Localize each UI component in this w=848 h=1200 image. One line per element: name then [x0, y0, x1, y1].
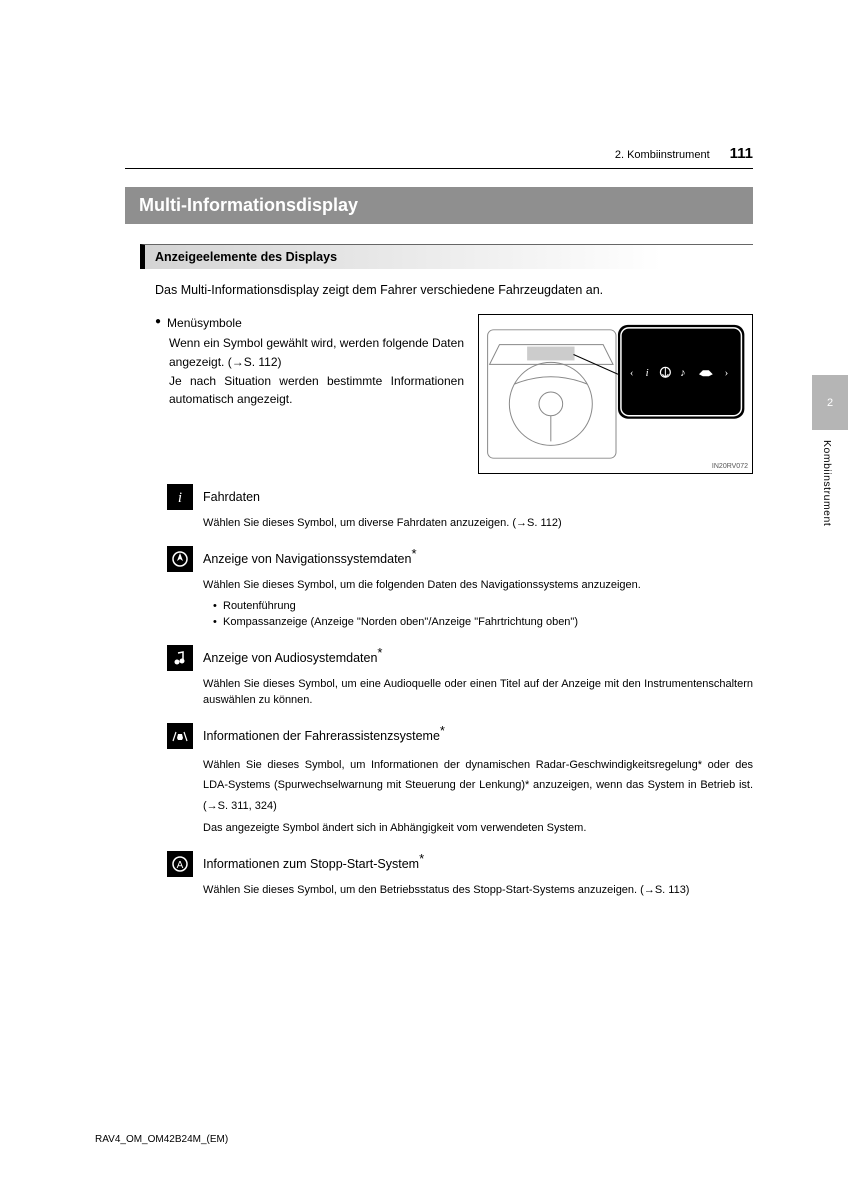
svg-text:›: ›	[725, 367, 729, 379]
header-section-label: 2. Kombiinstrument	[615, 149, 710, 161]
desc-text: Wählen Sie dieses Symbol, um diverse Fah…	[203, 516, 753, 532]
item-title: Informationen zum Stopp-Start-System*	[203, 857, 424, 871]
sublist-item: Routenführung	[213, 598, 753, 615]
item-desc: Wählen Sie dieses Symbol, um die folgend…	[203, 578, 753, 631]
desc-text: Wählen Sie dieses Symbol, um die folgend…	[203, 578, 753, 594]
item-desc: Wählen Sie dieses Symbol, um den Betrieb…	[203, 883, 753, 899]
page-header: 2. Kombiinstrument 111	[125, 145, 753, 169]
footnote-star: *	[419, 851, 424, 866]
footnote-star: *	[411, 546, 416, 561]
chapter-label: Kombiinstrument	[821, 440, 833, 526]
title-text: Anzeige von Navigationssystemdaten	[203, 552, 411, 566]
item-fahrdaten: i Fahrdaten Wählen Sie dieses Symbol, um…	[167, 484, 753, 532]
dashboard-figure: ‹ i ♪ › IN20RV072	[478, 314, 753, 474]
title-text: Informationen zum Stopp-Start-System	[203, 857, 419, 871]
bullet-icon: ●	[155, 314, 161, 333]
menu-label: Menüsymbole	[167, 314, 242, 333]
item-desc: Wählen Sie dieses Symbol, um eine Audioq…	[203, 677, 753, 709]
item-stopstart: A Informationen zum Stopp-Start-System* …	[167, 851, 753, 899]
menu-para-2: Je nach Situation werden bestimmte Infor…	[169, 372, 464, 409]
title-text: Anzeige von Audiosystemdaten	[203, 651, 377, 665]
nav-sublist: Routenführung Kompassanzeige (Anzeige "N…	[213, 598, 753, 631]
item-assist: Informationen der Fahrerassistenzsysteme…	[167, 723, 753, 838]
item-title: Anzeige von Audiosystemdaten*	[203, 651, 382, 665]
item-desc: Wählen Sie dieses Symbol, um Information…	[203, 755, 753, 838]
sublist-item: Kompassanzeige (Anzeige "Norden oben"/An…	[213, 614, 753, 631]
item-title: Informationen der Fahrerassistenzsysteme…	[203, 729, 445, 743]
footer-code: RAV4_OM_OM42B24M_(EM)	[95, 1134, 228, 1145]
assist-icon	[167, 723, 193, 749]
figure-tag: IN20RV072	[712, 463, 748, 470]
chapter-number: 2	[827, 397, 833, 409]
page-content: 2. Kombiinstrument 111 Multi-Information…	[0, 0, 848, 899]
audio-icon	[167, 645, 193, 671]
svg-text:‹: ‹	[630, 367, 634, 379]
chapter-tab: 2	[812, 375, 848, 430]
desc-text: Das angezeigte Symbol ändert sich in Abh…	[203, 821, 753, 837]
svg-text:A: A	[177, 860, 184, 871]
nav-icon	[167, 546, 193, 572]
item-title: Anzeige von Navigationssystemdaten*	[203, 552, 417, 566]
item-audio: Anzeige von Audiosystemdaten* Wählen Sie…	[167, 645, 753, 709]
menu-symbols-section: ● Menüsymbole Wenn ein Symbol gewählt wi…	[155, 314, 753, 474]
item-navigation: Anzeige von Navigationssystemdaten* Wähl…	[167, 546, 753, 631]
desc-text: Wählen Sie dieses Symbol, um Information…	[203, 755, 753, 818]
subheading-bar: Anzeigeelemente des Displays	[140, 244, 753, 269]
item-title: Fahrdaten	[203, 490, 260, 504]
item-desc: Wählen Sie dieses Symbol, um diverse Fah…	[203, 516, 753, 532]
svg-text:i: i	[646, 367, 649, 379]
header-page-number: 111	[730, 145, 753, 162]
menu-text-block: ● Menüsymbole Wenn ein Symbol gewählt wi…	[155, 314, 464, 474]
menu-para-1: Wenn ein Symbol gewählt wird, werden fol…	[169, 334, 464, 371]
svg-text:i: i	[178, 490, 182, 506]
stopstart-icon: A	[167, 851, 193, 877]
footnote-star: *	[377, 644, 382, 659]
info-icon: i	[167, 484, 193, 510]
page-title: Multi-Informationsdisplay	[125, 187, 753, 224]
desc-text: Wählen Sie dieses Symbol, um den Betrieb…	[203, 883, 753, 899]
footnote-star: *	[440, 722, 445, 737]
title-text: Informationen der Fahrerassistenzsysteme	[203, 729, 440, 743]
intro-text: Das Multi-Informationsdisplay zeigt dem …	[155, 281, 753, 300]
desc-text: Wählen Sie dieses Symbol, um eine Audioq…	[203, 677, 753, 709]
subheading-text: Anzeigeelemente des Displays	[155, 250, 743, 264]
svg-text:♪: ♪	[680, 367, 685, 379]
